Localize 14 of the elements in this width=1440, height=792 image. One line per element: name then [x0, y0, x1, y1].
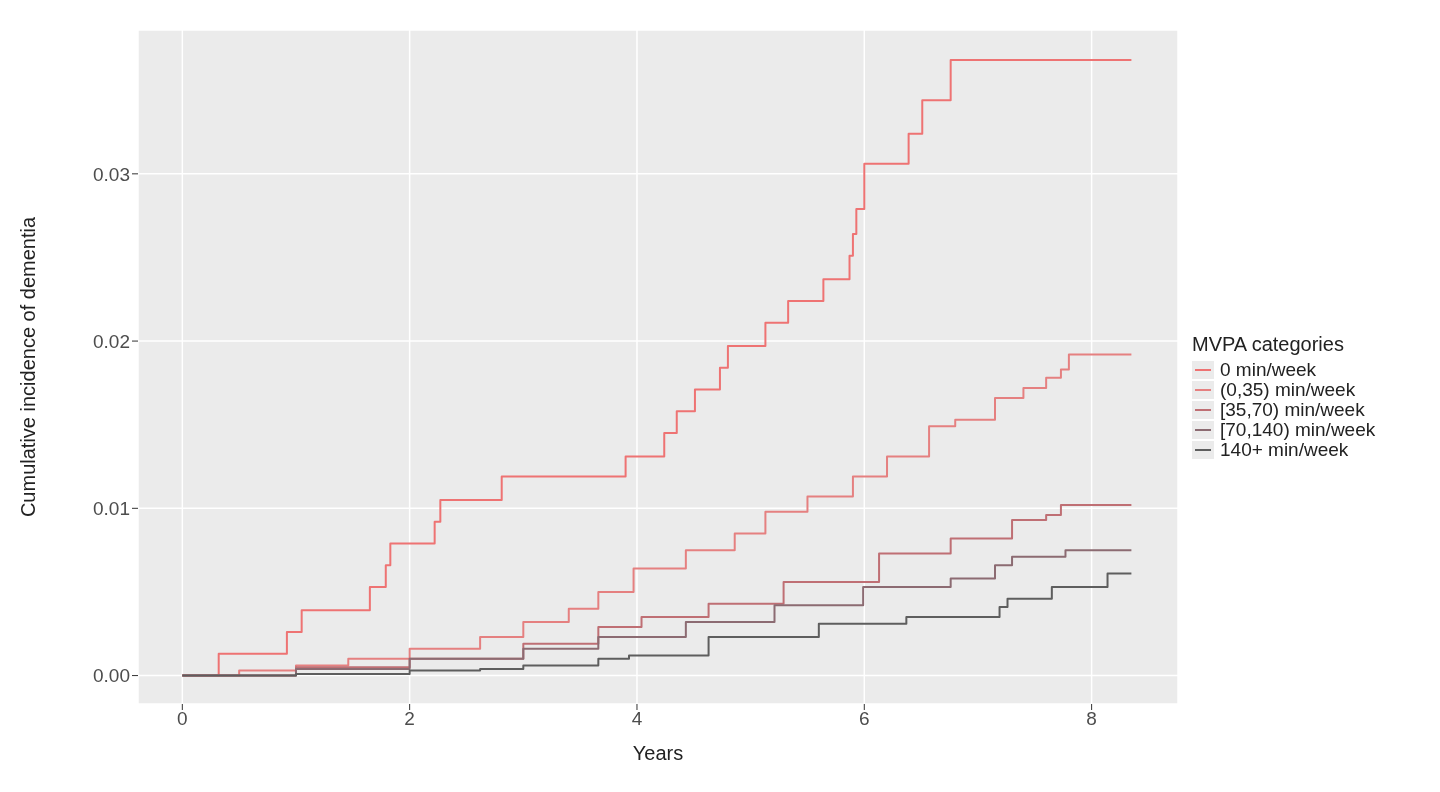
x-tick-label: 2	[404, 708, 415, 730]
y-tick-label: 0.01	[93, 498, 130, 520]
y-axis-title: Cumulative incidence of dementia	[17, 216, 40, 518]
x-tick-label: 0	[177, 708, 188, 730]
x-tick-label: 8	[1086, 708, 1097, 730]
y-tick-label: 0.00	[93, 665, 130, 687]
x-axis-title: Years	[632, 742, 684, 764]
x-tick-label: 4	[631, 708, 643, 730]
legend-title: MVPA categories	[1192, 332, 1345, 356]
x-tick-label: 6	[859, 708, 870, 730]
y-tick-label: 0.02	[93, 330, 130, 352]
legend-label: 0 min/week	[1220, 358, 1317, 380]
legend-label: (0,35) min/week	[1220, 378, 1356, 400]
y-tick-label: 0.03	[93, 163, 130, 185]
